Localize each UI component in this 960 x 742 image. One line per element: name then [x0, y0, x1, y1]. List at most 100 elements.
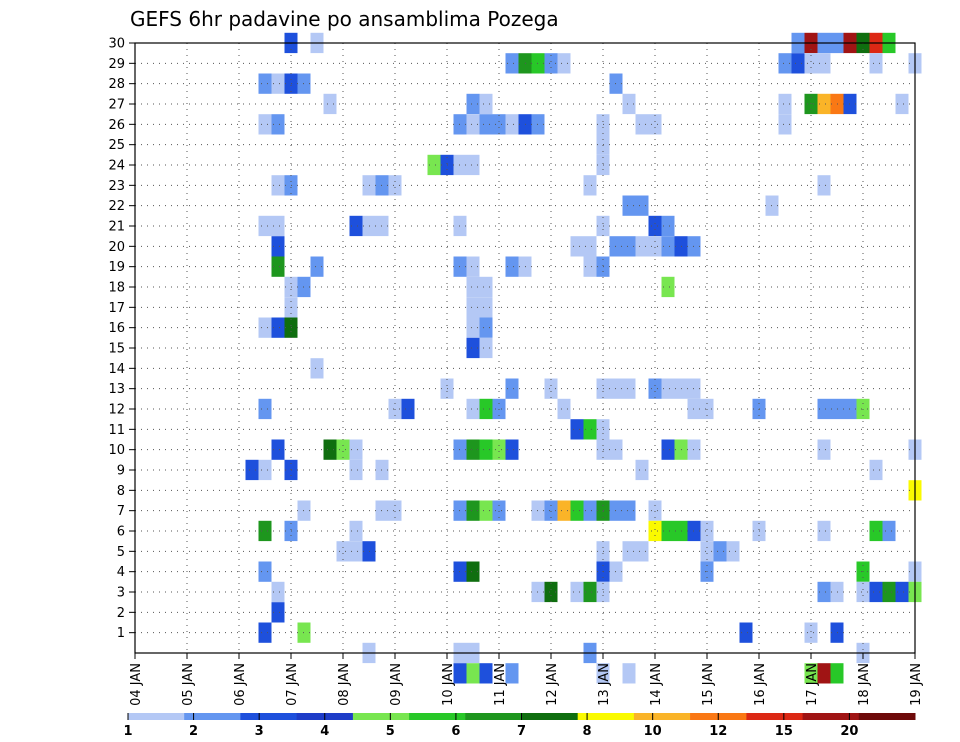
- precip-cell: [817, 175, 831, 196]
- colorbar: 1 2 3 4 5 6 7 8 10 12 15 20: [123, 713, 916, 739]
- colorbar-label: 20: [840, 724, 858, 739]
- chart-title: GEFS 6hr padavine po ansamblima Pozega: [130, 7, 559, 31]
- precip-cell: [726, 541, 740, 562]
- x-tick-label: 09 JAN: [389, 663, 404, 706]
- colorbar-swatch: [128, 713, 185, 720]
- precip-cell: [778, 93, 792, 115]
- precip-cell: [817, 398, 831, 420]
- precip-cell: [739, 622, 753, 643]
- precip-cell: [661, 439, 675, 460]
- y-tick-label: 22: [108, 199, 125, 214]
- x-tick-label: 08 JAN: [337, 663, 352, 706]
- precip-cell: [635, 541, 649, 562]
- precip-cell: [635, 114, 649, 135]
- y-tick-label: 25: [108, 138, 125, 153]
- precip-cell: [557, 398, 571, 420]
- y-tick-label: 4: [117, 565, 125, 580]
- precip-cell: [271, 175, 285, 196]
- colorbar-label: 12: [709, 724, 727, 739]
- colorbar-swatch: [802, 713, 860, 720]
- precip-cell: [245, 459, 259, 481]
- precip-cell: [648, 378, 662, 399]
- precip-cell: [310, 256, 324, 277]
- precip-cell: [648, 520, 662, 542]
- y-tick-label: 1: [117, 626, 125, 641]
- precip-cell: [492, 114, 506, 135]
- precip-cell: [466, 500, 480, 521]
- precip-cell: [583, 581, 597, 603]
- precip-cell: [479, 93, 493, 115]
- precip-cell: [349, 459, 363, 481]
- precip-cell: [258, 622, 272, 643]
- precip-cell: [466, 663, 480, 684]
- colorbar-label: 1: [123, 724, 132, 739]
- precip-cell: [271, 114, 285, 135]
- y-tick-label: 26: [108, 118, 125, 133]
- precip-cell: [349, 439, 363, 460]
- precip-cell: [323, 93, 337, 115]
- precip-cell: [271, 73, 285, 94]
- precip-cell: [258, 114, 272, 135]
- precip-cell: [505, 378, 519, 399]
- precip-cell: [336, 439, 350, 460]
- y-axis-ticks: 1234567891011121314151617181920212223242…: [108, 37, 135, 641]
- precip-cell: [336, 541, 350, 562]
- precip-cell: [635, 195, 649, 216]
- precip-cell: [544, 500, 558, 521]
- precip-cell: [570, 581, 584, 603]
- precip-cell: [479, 297, 493, 318]
- precip-cell: [635, 236, 649, 257]
- y-tick-label: 27: [108, 98, 125, 113]
- colorbar-label: 10: [644, 724, 662, 739]
- x-tick-label: 17 JAN: [805, 663, 820, 706]
- precip-cell: [570, 500, 584, 521]
- precip-cell: [622, 93, 636, 115]
- precip-cell: [427, 154, 441, 176]
- precip-cell: [349, 215, 363, 237]
- precip-cell: [869, 520, 883, 542]
- y-tick-label: 6: [117, 525, 125, 540]
- y-tick-label: 8: [117, 484, 125, 499]
- precip-cell: [505, 114, 519, 135]
- precip-cell: [466, 256, 480, 277]
- colorbar-label: 7: [517, 724, 526, 739]
- precip-cell: [648, 236, 662, 257]
- precip-cell: [466, 317, 480, 338]
- precip-cell: [544, 581, 558, 603]
- precip-cell: [466, 114, 480, 135]
- precip-cell: [856, 398, 870, 420]
- precip-cell: [466, 561, 480, 582]
- precip-cell: [804, 622, 818, 643]
- y-tick-label: 29: [108, 57, 125, 72]
- precip-cell: [648, 500, 662, 521]
- precip-cell: [895, 581, 909, 603]
- precip-cell: [856, 581, 870, 603]
- precip-cell: [791, 53, 805, 74]
- colorbar-label: 5: [386, 724, 395, 739]
- colorbar-swatch: [633, 713, 691, 720]
- precip-cell: [622, 378, 636, 399]
- colorbar-swatch: [352, 713, 410, 720]
- precip-cell: [648, 114, 662, 135]
- precip-cell: [700, 541, 714, 562]
- precip-cell: [778, 53, 792, 74]
- x-tick-label: 13 JAN: [597, 663, 612, 706]
- y-tick-label: 21: [108, 220, 125, 235]
- precip-cell: [713, 541, 727, 562]
- precip-cell: [661, 215, 675, 237]
- precip-cell: [817, 53, 831, 74]
- precip-cell: [388, 175, 402, 196]
- precip-cell: [700, 398, 714, 420]
- colorbar-swatch: [577, 713, 635, 720]
- precip-cell: [388, 398, 402, 420]
- x-tick-label: 10 JAN: [441, 663, 456, 706]
- precip-cell: [622, 500, 636, 521]
- precip-cell: [271, 317, 285, 338]
- x-tick-label: 16 JAN: [753, 663, 768, 706]
- x-tick-label: 07 JAN: [285, 663, 300, 706]
- x-tick-label: 06 JAN: [233, 663, 248, 706]
- precip-cell: [258, 520, 272, 542]
- precip-cell: [466, 297, 480, 318]
- y-tick-label: 2: [117, 606, 125, 621]
- y-tick-label: 5: [117, 545, 125, 560]
